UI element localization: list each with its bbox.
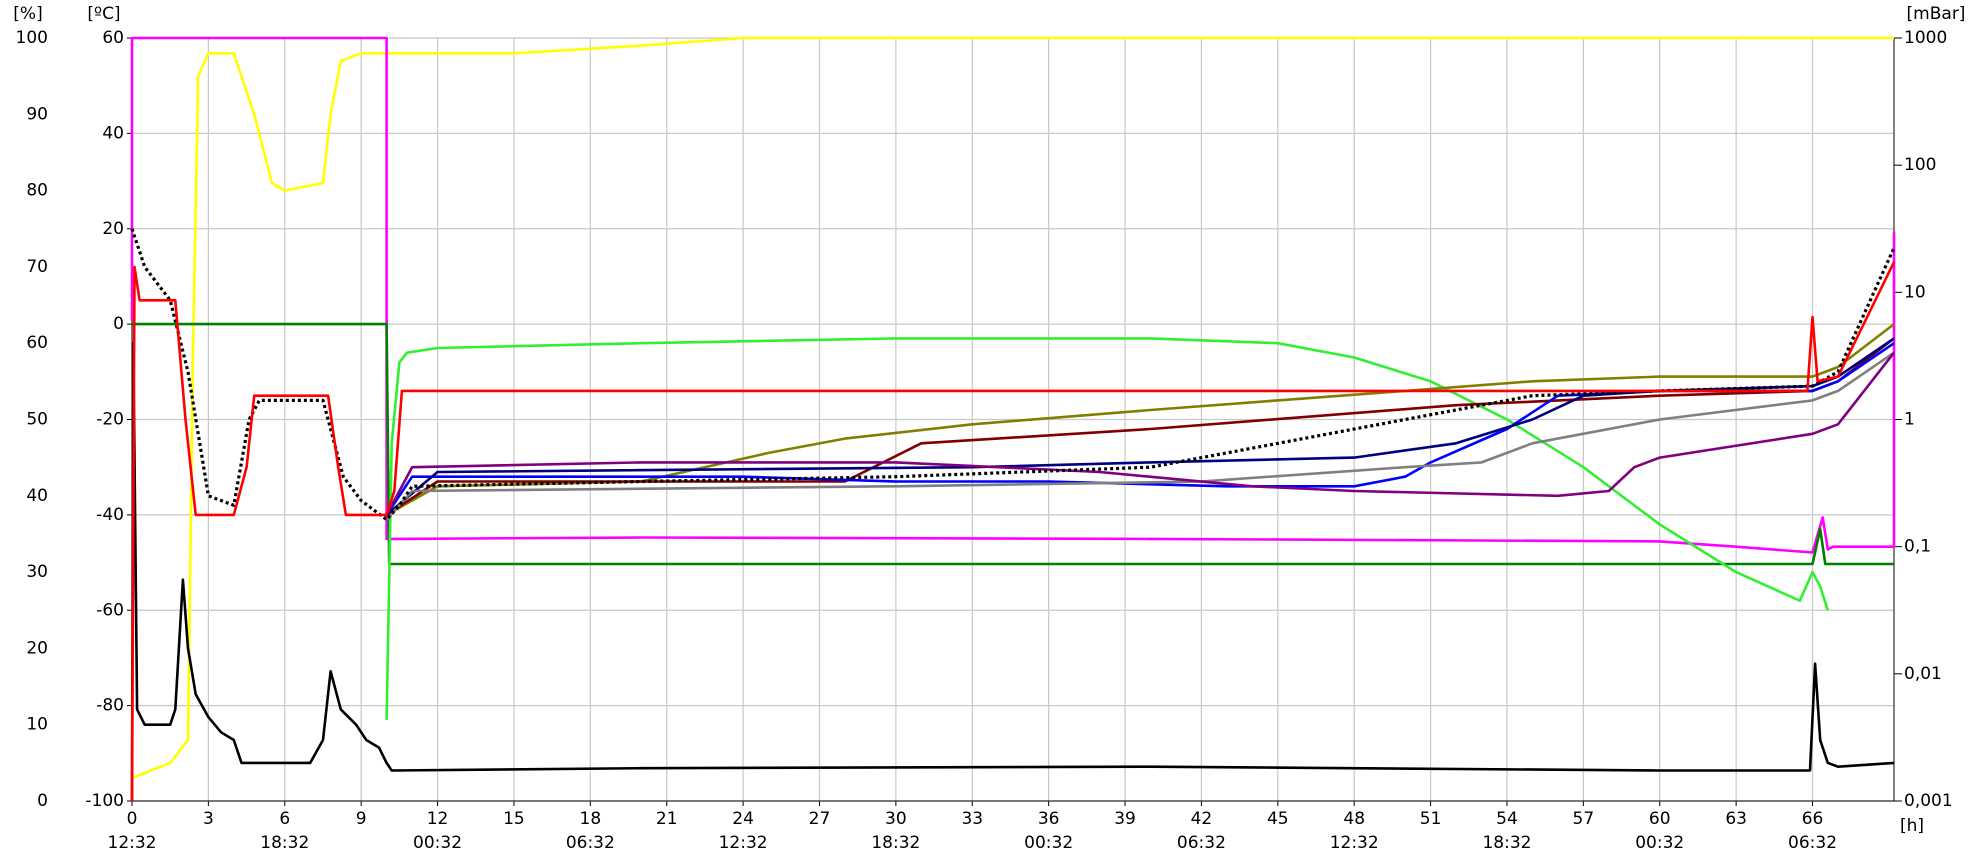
y2-tick-label: 60 <box>102 28 124 48</box>
x-time-label: 12:32 <box>1330 833 1379 853</box>
x-tick-label: 12 <box>427 809 449 829</box>
x-tick-label: 42 <box>1191 809 1213 829</box>
x-tick-label: 51 <box>1420 809 1442 829</box>
x-time-label: 12:32 <box>108 833 157 853</box>
y2-tick-label: 20 <box>102 219 124 239</box>
y-axis-label: [%] <box>13 4 42 24</box>
y2-tick-label: -100 <box>85 791 124 811</box>
series-line <box>385 337 1830 720</box>
x-tick-label: 27 <box>809 809 831 829</box>
x-axis-label: [h] <box>1900 816 1924 836</box>
y3-axis-label: [mBar] <box>1907 4 1966 24</box>
series-line <box>385 337 1895 516</box>
series-line <box>130 341 1895 802</box>
x-time-label: 00:32 <box>413 833 462 853</box>
y3-tick-label: 0,01 <box>1904 664 1942 684</box>
x-tick-label: 45 <box>1267 809 1289 829</box>
y3-tick-label: 10 <box>1904 282 1926 302</box>
y-tick-label: 40 <box>26 486 48 506</box>
y-tick-label: 50 <box>26 410 48 430</box>
x-tick-label: 24 <box>732 809 754 829</box>
y-tick-label: 70 <box>26 257 48 277</box>
y-tick-label: 30 <box>26 562 48 582</box>
y-tick-label: 10 <box>26 715 48 735</box>
x-time-label: 06:32 <box>1177 833 1226 853</box>
y3-tick-label: 1 <box>1904 410 1915 430</box>
y-tick-label: 0 <box>37 791 48 811</box>
x-tick-label: 36 <box>1038 809 1060 829</box>
x-time-label: 00:32 <box>1635 833 1684 853</box>
series-line <box>132 322 1894 566</box>
x-tick-label: 15 <box>503 809 525 829</box>
y2-tick-label: -60 <box>96 600 124 620</box>
series-line <box>131 36 1894 780</box>
x-tick-label: 66 <box>1802 809 1824 829</box>
x-tick-label: 3 <box>203 809 214 829</box>
y2-tick-label: -80 <box>96 696 124 716</box>
y-tick-label: 100 <box>16 28 48 48</box>
x-tick-label: 39 <box>1114 809 1136 829</box>
y-tick-label: 20 <box>26 638 48 658</box>
x-tick-label: 57 <box>1573 809 1595 829</box>
y2-axis-label: [ºC] <box>87 4 120 24</box>
series-line <box>385 351 1895 521</box>
x-time-label: 06:32 <box>1788 833 1837 853</box>
x-time-label: 18:32 <box>1482 833 1531 853</box>
x-tick-label: 63 <box>1725 809 1747 829</box>
y2-tick-label: -20 <box>96 410 124 430</box>
x-tick-label: 33 <box>961 809 983 829</box>
x-tick-label: 6 <box>279 809 290 829</box>
y3-tick-label: 0,001 <box>1904 791 1953 811</box>
x-tick-label: 0 <box>127 809 138 829</box>
x-tick-label: 18 <box>580 809 602 829</box>
series-line <box>130 261 1896 802</box>
x-time-label: 06:32 <box>566 833 615 853</box>
y2-tick-label: 0 <box>113 314 124 334</box>
x-tick-label: 54 <box>1496 809 1518 829</box>
x-tick-label: 48 <box>1343 809 1365 829</box>
series-line <box>385 351 1896 516</box>
x-tick-label: 60 <box>1649 809 1671 829</box>
series-line <box>130 36 1896 554</box>
y-tick-label: 80 <box>26 181 48 201</box>
y3-tick-label: 1000 <box>1904 28 1947 48</box>
x-tick-label: 21 <box>656 809 678 829</box>
y3-tick-label: 0,1 <box>1904 537 1931 557</box>
x-time-label: 18:32 <box>871 833 920 853</box>
y2-tick-label: 40 <box>102 123 124 143</box>
x-time-label: 18:32 <box>260 833 309 853</box>
y-tick-label: 90 <box>26 104 48 124</box>
x-tick-label: 30 <box>885 809 907 829</box>
x-tick-label: 9 <box>356 809 367 829</box>
x-time-label: 12:32 <box>719 833 768 853</box>
x-time-label: 00:32 <box>1024 833 1073 853</box>
y2-tick-label: -40 <box>96 505 124 525</box>
y-tick-label: 60 <box>26 333 48 353</box>
y3-tick-label: 100 <box>1904 155 1936 175</box>
